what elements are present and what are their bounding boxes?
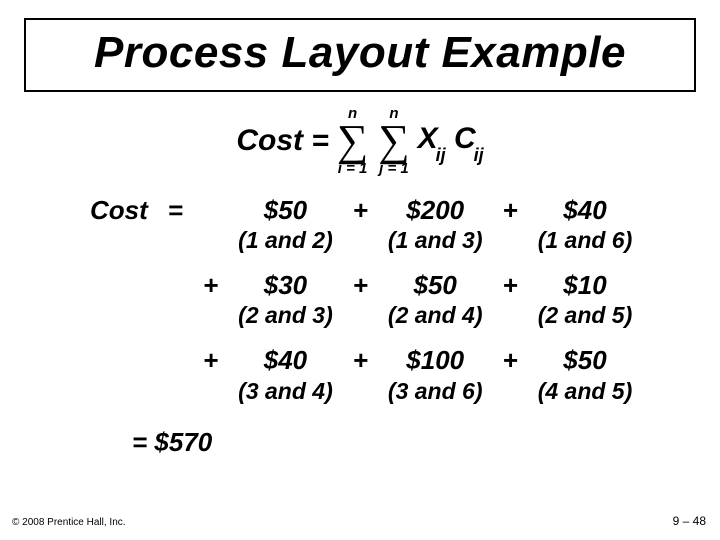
term-cell: $30 (2 and 3) [228,269,343,330]
sub-ij-c: ij [474,145,484,165]
term-pair: (3 and 4) [238,377,333,406]
lead-op: + [193,344,228,405]
lead-op: + [193,269,228,330]
table-row: + $40 (3 and 4) + $100 (3 and 6) + $50 (… [80,344,642,405]
plus-op: + [343,344,378,405]
term-cell: $50 (2 and 4) [378,269,493,330]
term-pair: (2 and 5) [538,301,633,330]
term-pair: (2 and 4) [388,301,483,330]
term-pair: (1 and 3) [388,226,483,255]
calc-table: Cost = $50 (1 and 2) + $200 (1 and 3) + … [80,194,642,406]
equals-sign: = [158,194,193,255]
term-pair: (1 and 6) [538,226,633,255]
formula-lhs: Cost = [236,124,329,158]
term-pair: (1 and 2) [238,226,333,255]
var-c: C [454,122,476,155]
plus-op: + [343,194,378,255]
plus-op: + [493,194,528,255]
cost-formula: Cost = n ∑ i = 1 n ∑ j = 1 Xij Cij [24,106,696,176]
plus-op: + [493,344,528,405]
plus-op: + [493,269,528,330]
slide-title: Process Layout Example [36,28,684,78]
sigma-symbol: ∑ [337,121,368,161]
var-x: X [418,122,438,155]
title-box: Process Layout Example [24,18,696,92]
term-value: $50 [563,345,606,375]
cost-breakdown: Cost = $50 (1 and 2) + $200 (1 and 3) + … [80,194,696,406]
term-pair: (4 and 5) [538,377,633,406]
term-value: $200 [406,195,464,225]
plus-op: + [343,269,378,330]
term-cell: $50 (1 and 2) [228,194,343,255]
term-cell: $200 (1 and 3) [378,194,493,255]
term-cell: $40 (3 and 4) [228,344,343,405]
sigma-inner: n ∑ j = 1 [378,106,409,176]
term-cell: $100 (3 and 6) [378,344,493,405]
term-value: $30 [264,270,307,300]
sigma-symbol: ∑ [378,121,409,161]
slide: Process Layout Example Cost = n ∑ i = 1 … [0,0,720,540]
table-row: + $30 (2 and 3) + $50 (2 and 4) + $10 (2… [80,269,642,330]
term-pair: (3 and 6) [388,377,483,406]
sigma1-lower: i = 1 [338,161,368,176]
term-value: $40 [264,345,307,375]
term-pair: (2 and 3) [238,301,333,330]
calc-lhs: Cost [80,194,158,255]
term-cell: $10 (2 and 5) [528,269,643,330]
result-total: = $570 [132,427,696,458]
term-cell: $50 (4 and 5) [528,344,643,405]
term-value: $50 [414,270,457,300]
lead-op [193,194,228,255]
sigma2-lower: j = 1 [379,161,409,176]
term-cell: $40 (1 and 6) [528,194,643,255]
sigma-outer: n ∑ i = 1 [337,106,368,176]
copyright-text: © 2008 Prentice Hall, Inc. [12,517,126,528]
term-value: $10 [563,270,606,300]
term-value: $50 [264,195,307,225]
sub-ij-x: ij [436,145,446,165]
table-row: Cost = $50 (1 and 2) + $200 (1 and 3) + … [80,194,642,255]
term-value: $100 [406,345,464,375]
term-value: $40 [563,195,606,225]
formula-rhs: Xij Cij [418,122,484,160]
page-number: 9 – 48 [673,514,706,528]
